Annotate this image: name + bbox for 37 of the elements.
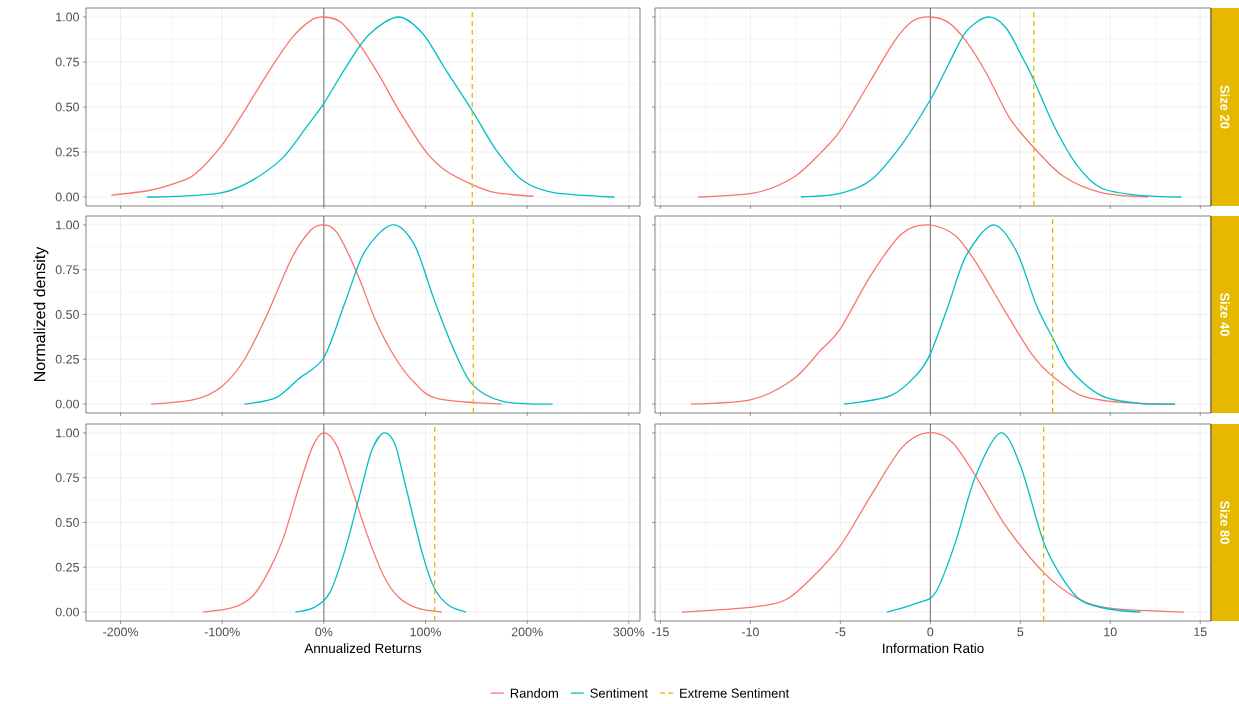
y-tick-label: 0.00 xyxy=(55,399,79,409)
y-tick-label: 1.00 xyxy=(56,428,79,438)
text: Size 80 xyxy=(1220,500,1230,544)
y-tick-label: 0.50 xyxy=(55,310,79,319)
y-tick-label: 0.25 xyxy=(55,354,79,364)
y-tick-label: 1.00 xyxy=(56,12,79,22)
x-tick-label: 10 xyxy=(1104,627,1117,637)
y-tick-label: 0.50 xyxy=(55,102,79,112)
x-tick-label: 300% xyxy=(613,627,645,637)
y-tick-label: 0.25 xyxy=(55,562,79,572)
y-axis-title: Normalized density xyxy=(33,246,49,381)
y-tick-label: 0.00 xyxy=(55,607,79,617)
x-axis-title: Annualized Returns xyxy=(304,643,422,654)
x-tick-label: -100% xyxy=(204,627,240,637)
y-tick-label: 0.75 xyxy=(55,265,79,275)
x-tick-label: -5 xyxy=(835,627,846,637)
y-tick-label: 0.25 xyxy=(55,147,79,157)
x-axis-title: Information Ratio xyxy=(883,643,984,654)
text: Size 40 xyxy=(1220,292,1230,336)
x-tick-label: -15 xyxy=(651,627,669,637)
x-tick-label: -200% xyxy=(103,627,139,637)
x-tick-label: 200% xyxy=(511,627,543,637)
x-tick-label: 5 xyxy=(1017,627,1024,637)
x-tick-label: 0 xyxy=(927,627,934,637)
legend-label: Sentiment xyxy=(590,688,648,698)
x-tick-label: 15 xyxy=(1194,627,1207,637)
y-tick-label: 0.75 xyxy=(55,57,79,67)
y-tick-label: 0.50 xyxy=(55,518,79,527)
x-tick-label: -10 xyxy=(741,627,759,637)
y-tick-label: 0.75 xyxy=(55,473,79,483)
y-tick-label: 1.00 xyxy=(56,220,79,230)
y-tick-label: 0.00 xyxy=(55,192,79,202)
x-tick-label: 100% xyxy=(410,627,441,637)
text: Size 20 xyxy=(1220,85,1230,129)
legend-label: Random xyxy=(510,688,558,698)
legend-label: Extreme Sentiment xyxy=(680,688,790,698)
x-tick-label: 0% xyxy=(315,627,333,637)
